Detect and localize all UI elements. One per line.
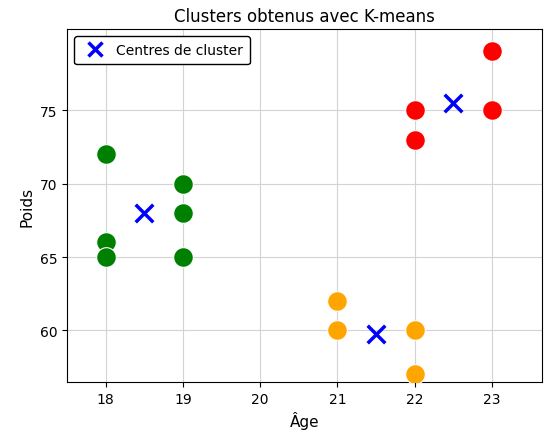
Point — [449, 100, 458, 107]
Point — [140, 210, 149, 217]
Point — [410, 327, 419, 334]
Point — [178, 181, 187, 187]
Point — [333, 298, 342, 305]
Point — [333, 327, 342, 334]
Point — [101, 239, 110, 246]
X-axis label: Âge: Âge — [290, 411, 319, 429]
Point — [487, 49, 496, 56]
Point — [101, 151, 110, 158]
Point — [410, 371, 419, 378]
Point — [101, 254, 110, 261]
Title: Clusters obtenus avec K-means: Clusters obtenus avec K-means — [174, 8, 435, 26]
Legend: Centres de cluster: Centres de cluster — [74, 37, 249, 65]
Y-axis label: Poids: Poids — [19, 186, 34, 226]
Point — [487, 108, 496, 115]
Point — [372, 331, 381, 338]
Point — [410, 137, 419, 144]
Point — [410, 108, 419, 115]
Point — [178, 254, 187, 261]
Point — [178, 210, 187, 217]
